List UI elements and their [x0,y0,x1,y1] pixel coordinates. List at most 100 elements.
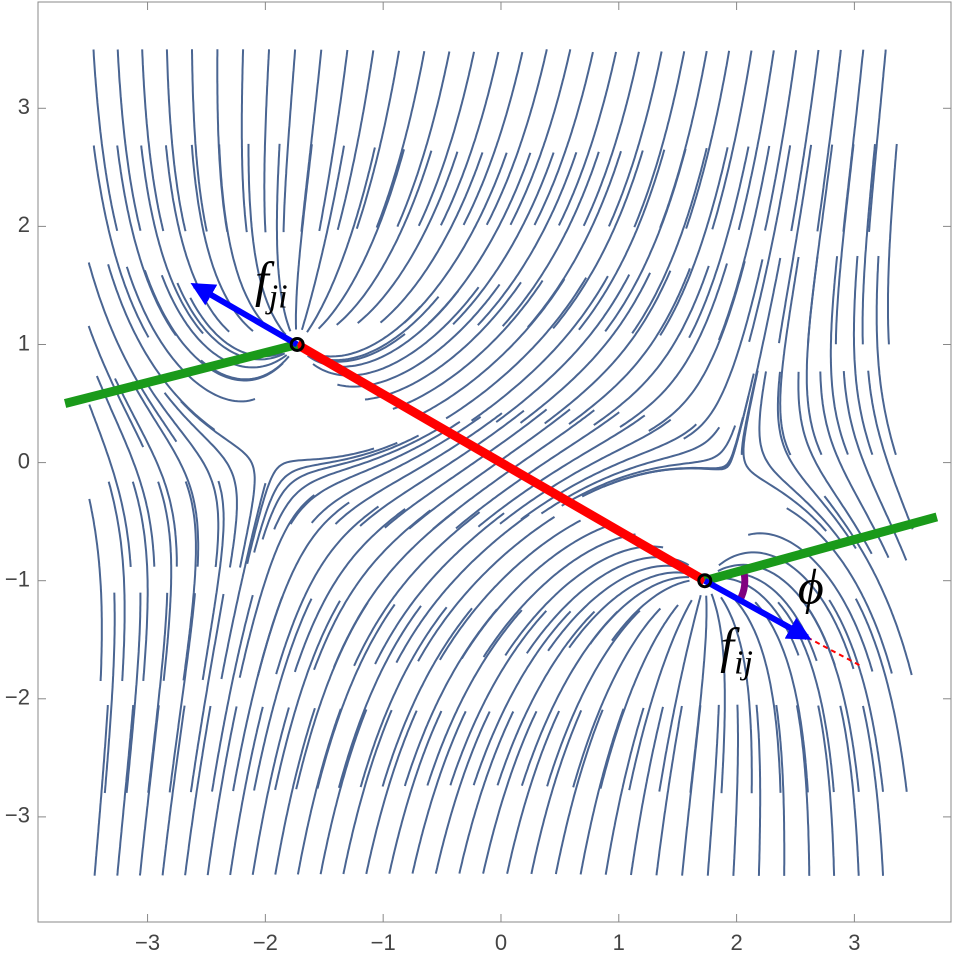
streamline [472,610,572,786]
streamline [273,427,440,530]
streamline [289,420,461,525]
streamline [93,704,109,876]
x-tick-label: 0 [495,930,507,955]
streamline [735,599,782,793]
streamline [403,152,508,324]
streamline [353,511,481,667]
y-tick-label: 1 [18,330,30,355]
streamline [828,599,884,792]
particle [697,573,713,589]
streamline [434,711,491,874]
annotation-symbol: ϕ [798,559,824,615]
streamline [862,705,884,876]
streamline [817,705,836,876]
streamline [392,279,544,410]
streamline [253,441,398,553]
streamline [141,49,165,232]
streamline [867,370,914,530]
streamline [274,600,341,791]
streamline [300,145,345,331]
streamline [544,270,672,425]
streamline [579,708,625,875]
streamline [485,49,548,226]
x-tick-label: −3 [135,930,160,955]
streamline [688,146,750,339]
streamline [342,709,393,875]
streamline [165,145,230,333]
streamline [417,516,556,662]
y-tick-label: −1 [5,567,30,592]
x-tick-label: −2 [253,930,278,955]
streamline [683,259,764,440]
streamline [131,481,149,681]
streamline [868,49,887,233]
streamline [182,481,197,681]
streamline [206,706,238,876]
streamline [176,282,286,361]
streamline [275,505,380,675]
streamline [161,705,186,876]
streamline [147,386,220,568]
streamline [251,707,290,875]
streamline [547,564,693,652]
streamline [359,409,525,527]
streamline [88,404,132,567]
streamline [706,704,720,876]
streamline [625,373,755,480]
streamline [520,423,697,521]
annotation: ϕ [798,559,824,615]
streamline [582,51,640,227]
streamline [527,150,622,328]
streamline [445,277,588,420]
streamline [504,545,664,656]
streamline [710,593,726,794]
streamline [737,50,775,231]
streamline [842,49,865,232]
streamline [764,50,798,231]
streamline [754,601,809,793]
streamline [336,50,375,231]
streamline [561,425,737,507]
streamline [160,274,288,369]
streamline [520,610,619,787]
streamline [359,606,448,788]
y-tick-label: −3 [5,803,30,828]
streamline [607,51,663,227]
streamline [184,705,212,876]
frame [37,1,952,923]
streamline [829,256,849,455]
streamline [875,255,897,456]
streamline [775,704,786,876]
streamline [168,593,196,793]
streamline [482,533,636,658]
streamline [238,494,316,678]
streamline [131,381,200,567]
streamline [631,147,708,334]
streamline [211,594,254,792]
streamline [116,705,135,876]
streamline [116,145,177,337]
x-tick-label: 3 [848,930,860,955]
streamline [659,50,708,229]
streamline [578,149,666,331]
streamline [379,152,484,324]
streamline [381,607,473,787]
streamline [449,610,548,786]
streamline [568,268,691,425]
streamline [191,49,208,232]
streamline [495,274,631,423]
streamline [633,51,686,228]
streamline [87,262,178,443]
streamline [852,255,874,456]
x-tick-label: 1 [613,930,625,955]
streamline [375,51,426,228]
streamline [374,512,505,665]
particle [289,336,305,352]
streamline [460,524,609,660]
streamline [337,605,422,789]
streamline [455,411,620,530]
streamline [755,704,762,876]
streamline [317,149,405,330]
